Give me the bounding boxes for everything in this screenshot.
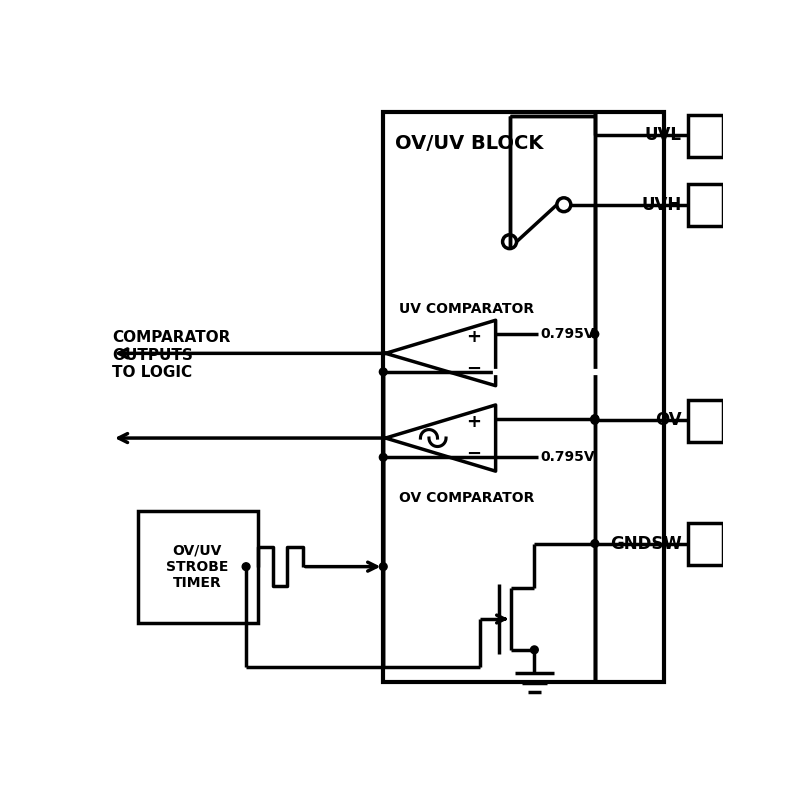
Text: OV COMPARATOR: OV COMPARATOR	[399, 491, 533, 505]
Text: UVL: UVL	[644, 126, 681, 145]
Bar	[137, 511, 257, 622]
Bar	[383, 112, 663, 682]
Circle shape	[590, 540, 598, 548]
Text: OV: OV	[654, 411, 681, 429]
Text: UVH: UVH	[641, 196, 681, 214]
Circle shape	[590, 415, 598, 423]
Text: UV COMPARATOR: UV COMPARATOR	[399, 301, 533, 316]
Bar	[687, 184, 722, 227]
Text: OV/UV BLOCK: OV/UV BLOCK	[395, 134, 543, 153]
Text: OV/UV
STROBE
TIMER: OV/UV STROBE TIMER	[166, 544, 228, 590]
Circle shape	[590, 415, 598, 423]
Circle shape	[530, 646, 537, 653]
Bar	[687, 400, 722, 442]
Circle shape	[379, 368, 387, 376]
Text: −: −	[466, 360, 481, 378]
Text: +: +	[466, 328, 481, 346]
Circle shape	[379, 453, 387, 461]
Bar	[687, 114, 722, 157]
Circle shape	[242, 563, 249, 571]
Bar	[687, 523, 722, 565]
Circle shape	[590, 417, 598, 425]
Text: +: +	[466, 413, 481, 431]
Text: 0.795V: 0.795V	[540, 327, 594, 341]
Circle shape	[379, 563, 387, 571]
Circle shape	[590, 330, 598, 338]
Text: 0.795V: 0.795V	[540, 450, 594, 464]
Text: COMPARATOR
OUTPUTS
TO LOGIC: COMPARATOR OUTPUTS TO LOGIC	[111, 330, 230, 380]
Text: GNDSW: GNDSW	[609, 534, 681, 553]
Text: −: −	[466, 445, 481, 463]
